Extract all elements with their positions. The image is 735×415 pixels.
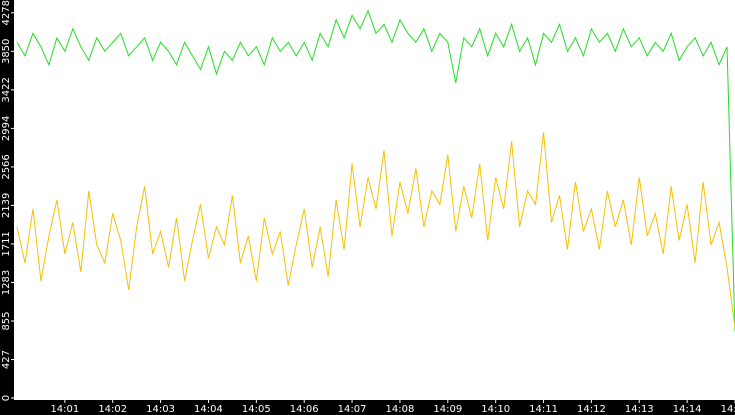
y-tick-label: 1711 <box>1 231 12 256</box>
x-tick-label: 14:02 <box>98 404 127 415</box>
y-tick-label: 0 <box>1 395 12 401</box>
series-line <box>16 9 735 332</box>
y-tick-label: 2566 <box>1 154 12 179</box>
x-tick-label: 14:09 <box>433 404 462 415</box>
series-line <box>16 132 735 328</box>
x-tick-label: 14:11 <box>529 404 558 415</box>
x-tick-label: 14:04 <box>194 404 223 415</box>
y-tick-label: 1283 <box>1 270 12 295</box>
x-tick-label: 14:14 <box>673 404 702 415</box>
x-tick-label: 14:12 <box>577 404 606 415</box>
y-tick-label: 2994 <box>1 116 12 141</box>
x-tick-label: 14:07 <box>338 404 367 415</box>
x-tick-label: 14:10 <box>481 404 510 415</box>
y-tick-label: 4278 <box>1 0 12 25</box>
x-tick-label: 14:03 <box>146 404 175 415</box>
y-tick-label: 2139 <box>1 193 12 218</box>
y-tick-label: 855 <box>1 311 12 330</box>
x-tick-label: 14:15 <box>721 404 735 415</box>
y-tick-label: 427 <box>1 350 12 369</box>
y-tick-label: 3850 <box>1 39 12 64</box>
plot-area <box>14 0 735 400</box>
x-tick-label: 14:08 <box>386 404 415 415</box>
x-tick-label: 14:01 <box>50 404 79 415</box>
y-tick-label: 3422 <box>1 77 12 102</box>
x-tick-label: 14:13 <box>625 404 654 415</box>
x-tick-label: 14:05 <box>242 404 271 415</box>
x-tick-label: 14:06 <box>290 404 319 415</box>
